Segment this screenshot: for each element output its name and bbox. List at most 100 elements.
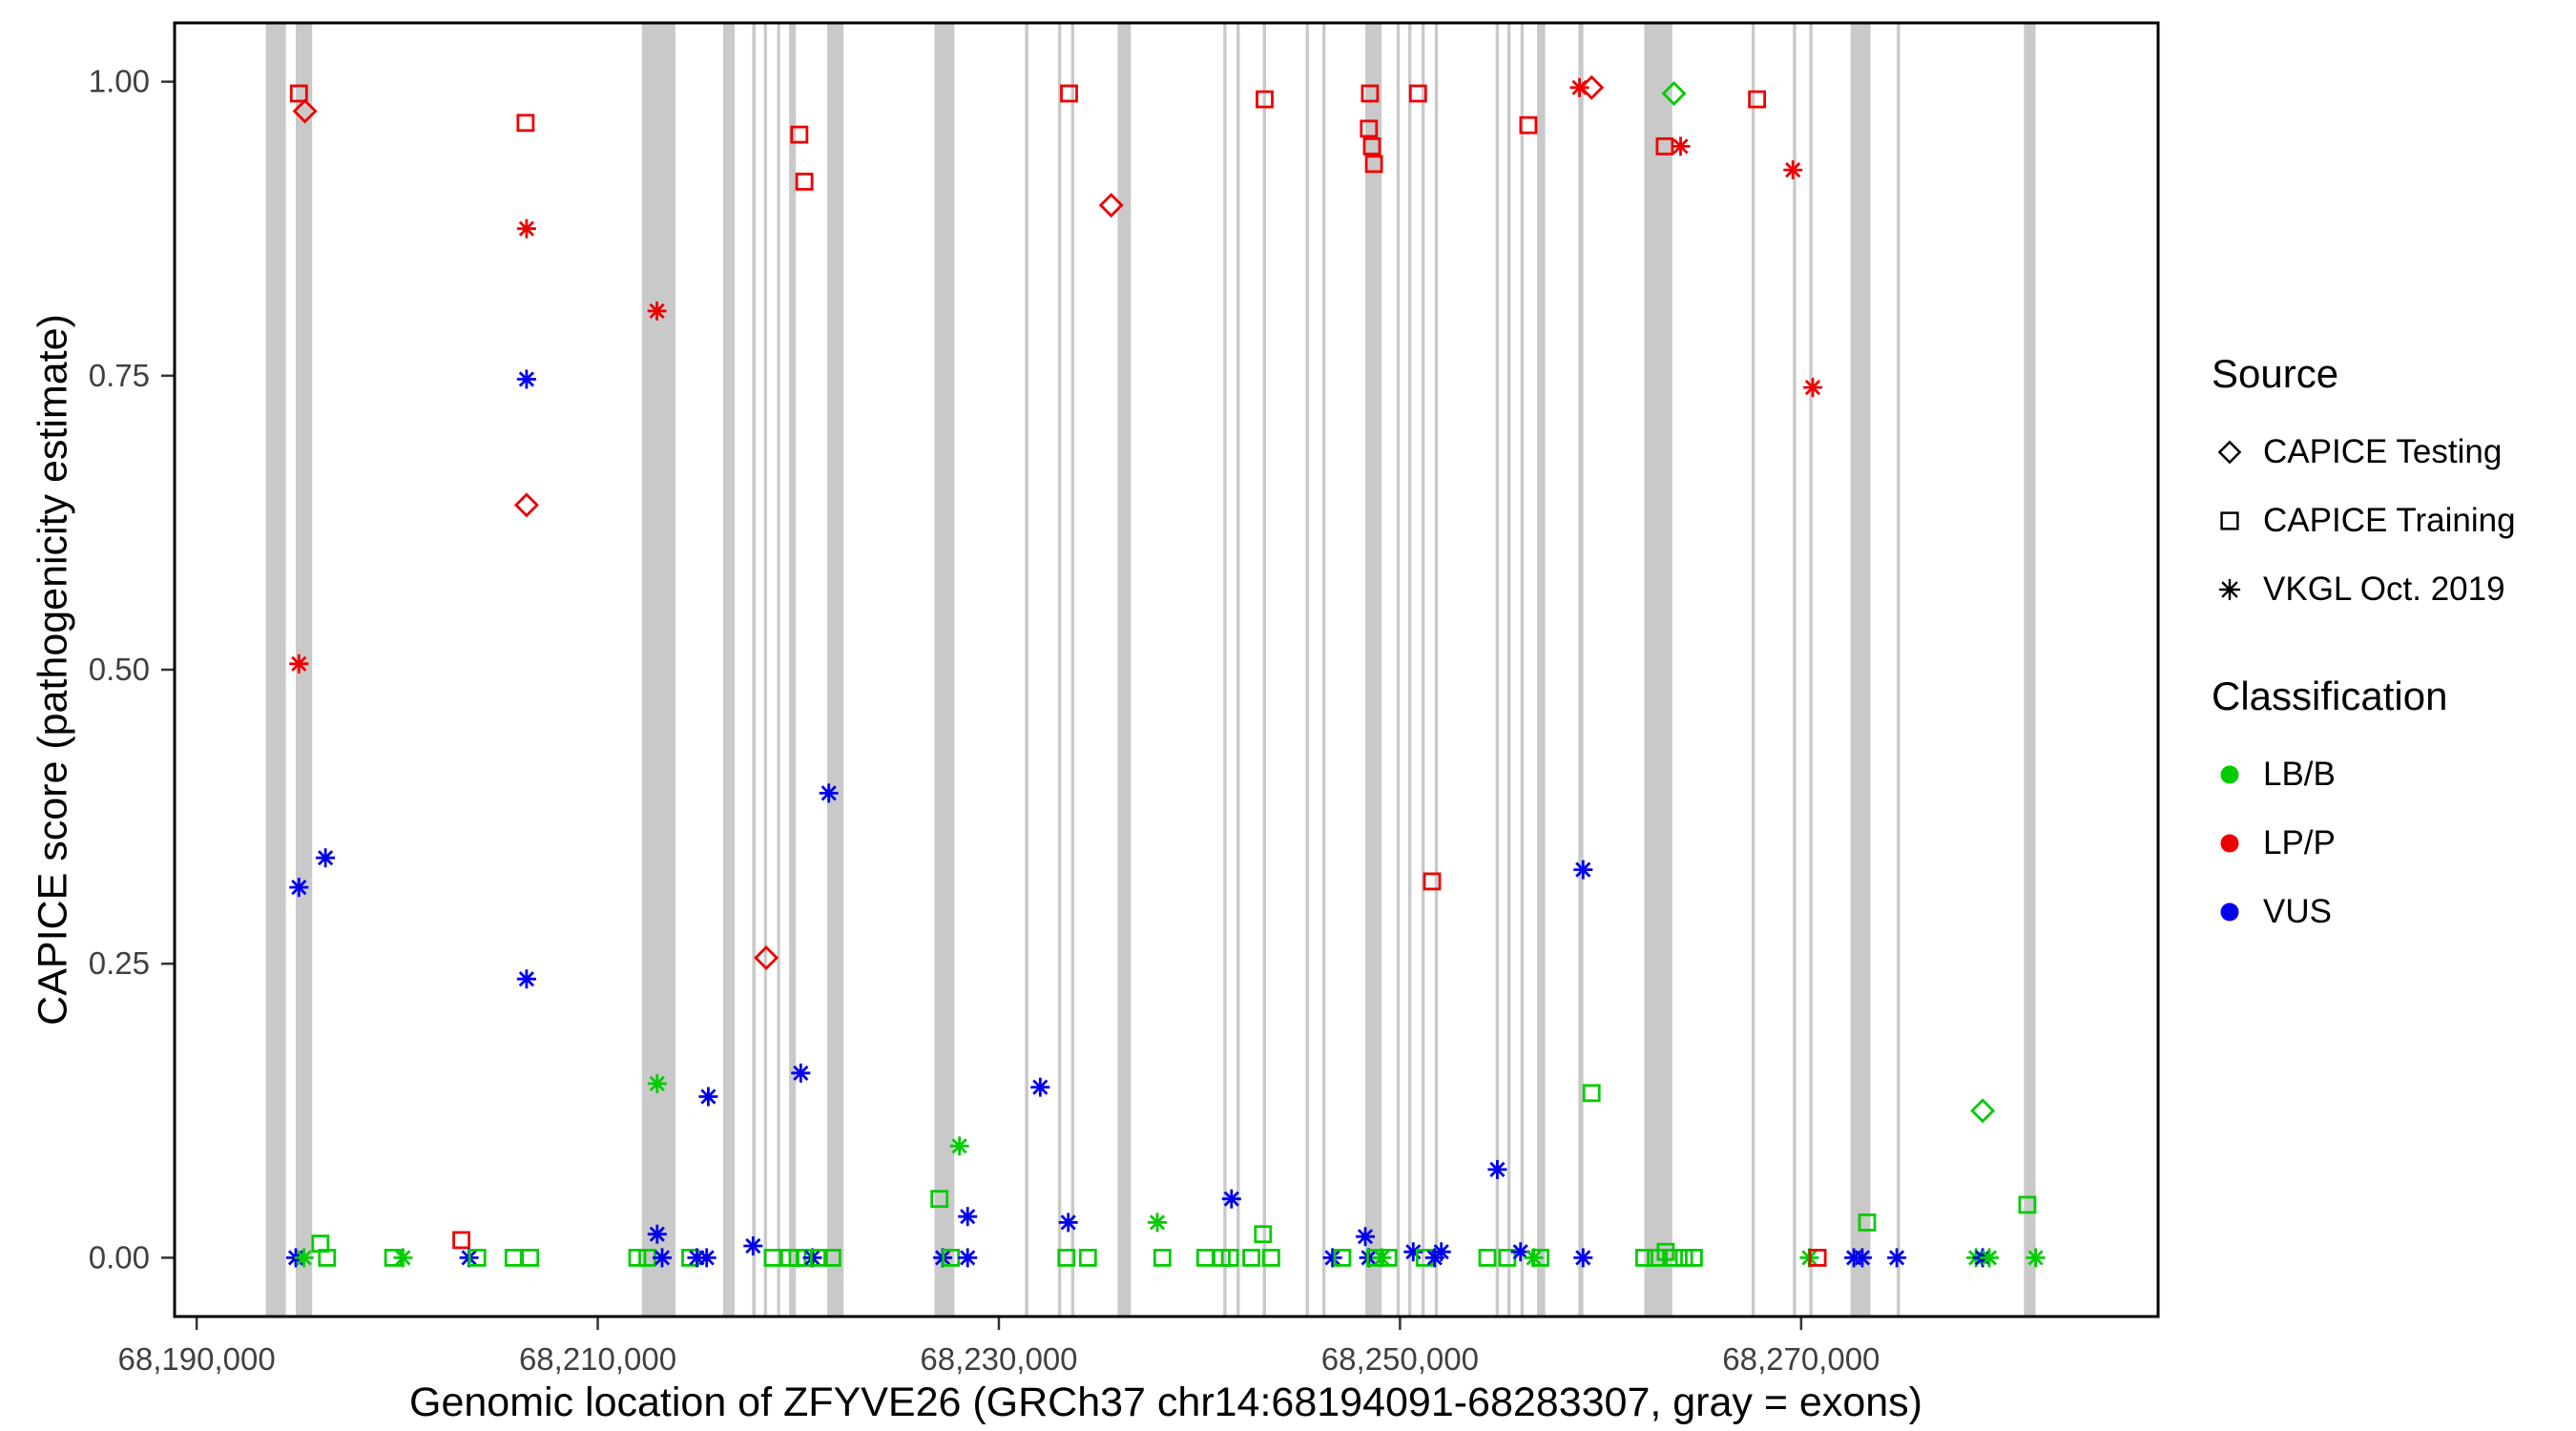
asterisk-marker bbox=[791, 1063, 811, 1083]
square-marker bbox=[1254, 1225, 1273, 1244]
asterisk-marker bbox=[647, 1224, 667, 1244]
y-tick-label: 0.25 bbox=[89, 945, 150, 981]
exon-band bbox=[827, 23, 844, 1317]
asterisk-marker bbox=[316, 848, 336, 868]
legend-item-label: VUS bbox=[2263, 893, 2332, 930]
exon-band bbox=[1434, 23, 1439, 1317]
exon-band bbox=[1644, 23, 1672, 1317]
exon-band bbox=[1537, 23, 1546, 1317]
asterisk-marker bbox=[516, 218, 536, 238]
asterisk-marker bbox=[1322, 1248, 1342, 1268]
asterisk-marker bbox=[2025, 1248, 2046, 1268]
exon-band bbox=[1578, 23, 1584, 1317]
asterisk-marker bbox=[958, 1207, 978, 1227]
diamond-marker bbox=[1098, 193, 1124, 218]
red-dot-icon bbox=[2220, 834, 2239, 853]
asterisk-marker bbox=[1783, 160, 1803, 180]
exon-band bbox=[1117, 23, 1132, 1317]
asterisk-marker bbox=[1803, 378, 1822, 398]
exon-band bbox=[1223, 23, 1227, 1317]
exon-band bbox=[641, 23, 675, 1317]
square-marker bbox=[1153, 1249, 1172, 1267]
exon-band bbox=[1070, 23, 1074, 1317]
square-marker bbox=[1423, 872, 1442, 891]
x-axis-title: Genomic location of ZFYVE26 (GRCh37 chr1… bbox=[409, 1379, 1922, 1425]
square-marker bbox=[810, 1249, 828, 1267]
asterisk-marker bbox=[1887, 1248, 1907, 1268]
exon-band bbox=[777, 23, 780, 1317]
green-dot-icon bbox=[2220, 765, 2239, 784]
legend-item-vkgl: VKGL Oct. 2019 bbox=[2212, 555, 2516, 624]
exon-band bbox=[265, 23, 286, 1317]
diamond-marker bbox=[1970, 1098, 1996, 1124]
blue-dot-icon bbox=[2220, 902, 2239, 922]
diamond-marker bbox=[754, 945, 779, 970]
asterisk-marker bbox=[819, 783, 839, 803]
exon-bands bbox=[265, 23, 2036, 1317]
square-marker bbox=[822, 1249, 841, 1267]
exon-band bbox=[752, 23, 756, 1317]
square-marker bbox=[1060, 84, 1078, 103]
exon-band bbox=[1396, 23, 1401, 1317]
y-tick-label: 1.00 bbox=[89, 64, 150, 99]
asterisk-marker bbox=[1148, 1213, 1167, 1233]
y-tick-label: 0.75 bbox=[89, 358, 150, 393]
square-marker bbox=[795, 172, 814, 191]
asterisk-marker bbox=[289, 653, 309, 674]
exon-band bbox=[1421, 23, 1425, 1317]
exon-band bbox=[1058, 23, 1062, 1317]
square-marker bbox=[1408, 84, 1427, 103]
asterisk-marker bbox=[647, 301, 667, 321]
exon-band bbox=[1897, 23, 1901, 1317]
asterisk-marker bbox=[393, 1248, 413, 1268]
square-marker bbox=[452, 1231, 471, 1250]
asterisk-marker bbox=[1573, 860, 1593, 880]
diamond-marker bbox=[1661, 81, 1687, 106]
asterisk-marker bbox=[653, 1248, 672, 1268]
exon-band bbox=[1365, 23, 1382, 1317]
x-tick-label: 68,210,000 bbox=[519, 1341, 676, 1377]
exon-band bbox=[1809, 23, 1813, 1317]
asterisk-marker bbox=[1431, 1242, 1451, 1262]
asterisk-marker bbox=[1030, 1077, 1050, 1097]
square-marker bbox=[521, 1249, 540, 1267]
diamond-marker bbox=[1579, 74, 1605, 100]
square-marker bbox=[1364, 155, 1383, 174]
exon-band bbox=[1793, 23, 1797, 1317]
diamond-icon bbox=[2217, 440, 2242, 465]
asterisk-marker bbox=[1980, 1248, 1999, 1268]
asterisk-marker bbox=[289, 878, 309, 898]
asterisk-marker bbox=[958, 1248, 978, 1268]
asterisk-marker bbox=[1403, 1242, 1423, 1262]
square-marker bbox=[2018, 1195, 2037, 1214]
square-marker bbox=[1362, 136, 1381, 156]
exon-band bbox=[1495, 23, 1500, 1317]
exon-band bbox=[1520, 23, 1525, 1317]
asterisk-marker bbox=[1487, 1159, 1507, 1179]
legend-classification-title: Classification bbox=[2212, 674, 2448, 718]
exon-band bbox=[1408, 23, 1412, 1317]
square-marker bbox=[1361, 84, 1380, 103]
legend-item-vus: VUS bbox=[2212, 878, 2516, 946]
square-marker bbox=[1582, 1084, 1601, 1103]
square-marker bbox=[930, 1190, 949, 1209]
asterisk-marker bbox=[516, 969, 536, 989]
asterisk-icon bbox=[2218, 578, 2241, 601]
legend-item-label: VKGL Oct. 2019 bbox=[2263, 570, 2505, 608]
asterisk-marker bbox=[696, 1248, 717, 1268]
asterisk-marker bbox=[1671, 136, 1691, 156]
x-tick-label: 68,230,000 bbox=[920, 1341, 1077, 1377]
square-marker bbox=[1748, 90, 1766, 109]
asterisk-marker bbox=[516, 369, 536, 389]
asterisk-marker bbox=[698, 1087, 718, 1107]
legend-item-capice-testing: CAPICE Testing bbox=[2212, 418, 2516, 487]
square-marker bbox=[504, 1249, 523, 1267]
exon-band bbox=[1262, 23, 1266, 1317]
legend-item-label: LP/P bbox=[2263, 824, 2336, 861]
legend-item-lbb: LB/B bbox=[2212, 740, 2516, 809]
exon-band bbox=[934, 23, 955, 1317]
legend-spacer bbox=[2212, 624, 2516, 674]
legend-item-capice-training: CAPICE Training bbox=[2212, 487, 2516, 555]
